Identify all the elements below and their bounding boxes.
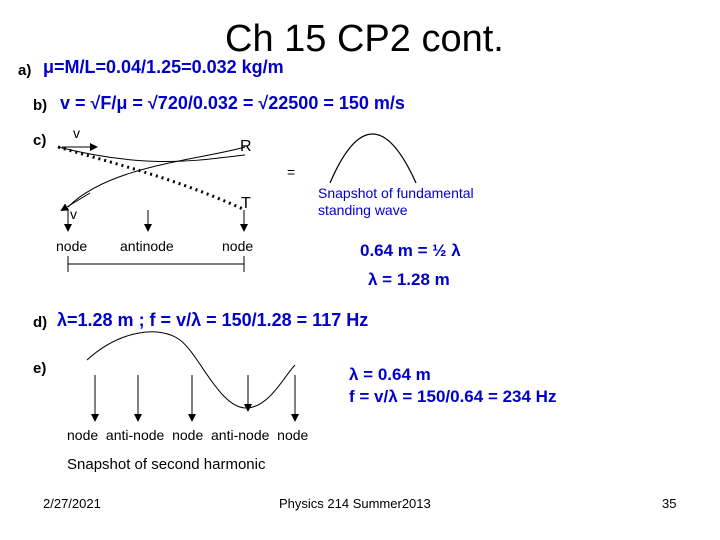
node-label-right: node (222, 238, 254, 254)
string-upper-curve (57, 146, 246, 162)
wavelength-equation: λ = 1.28 m (368, 270, 450, 289)
string-crossing-curve (67, 146, 246, 208)
point-T-label: T (241, 195, 251, 212)
footer-course: Physics 214 Summer2013 (279, 496, 431, 511)
fundamental-wave-arc (329, 133, 417, 184)
slide-title: Ch 15 CP2 cont. (225, 18, 504, 60)
fundamental-caption-line1: Snapshot of fundamental (318, 185, 474, 201)
string-crossing-diagram (57, 143, 248, 272)
part-d-label: d) (33, 314, 48, 331)
node-antinode-row: node anti-node node anti-node node (67, 427, 309, 443)
second-harmonic-diagram (86, 331, 299, 422)
velocity-label-bottom: v (70, 206, 77, 222)
part-d-equation: λ=1.28 m ; f = v/λ = 150/1.28 = 117 Hz (57, 310, 369, 330)
velocity-label-top: v (73, 125, 80, 141)
footer-date: 2/27/2021 (43, 496, 101, 511)
second-harmonic-wavelength: λ = 0.64 m (349, 365, 431, 384)
second-harmonic-caption: Snapshot of second harmonic (67, 456, 266, 473)
equals-sign: = (287, 164, 296, 180)
part-b-equation: v = √F/μ = √720/0.032 = √22500 = 150 m/s (60, 93, 405, 113)
half-wavelength-equation: 0.64 m = ½ λ (360, 241, 461, 260)
node-label-left: node (56, 238, 88, 254)
footer-page-number: 35 (662, 496, 677, 511)
fundamental-caption-line2: standing wave (318, 202, 408, 218)
second-harmonic-wave (86, 331, 296, 409)
antinode-label: antinode (120, 238, 174, 254)
part-e-label: e) (33, 360, 47, 377)
velocity-arrow-bottom (60, 192, 91, 212)
part-b-label: b) (33, 97, 48, 114)
part-c-label: c) (33, 132, 47, 149)
second-harmonic-frequency: f = v/λ = 150/0.64 = 234 Hz (349, 387, 557, 406)
point-R-label: R (240, 138, 252, 155)
part-a-label: a) (18, 62, 32, 79)
string-dotted-curve (57, 145, 246, 212)
part-a-equation: μ=M/L=0.04/1.25=0.032 kg/m (43, 57, 284, 77)
